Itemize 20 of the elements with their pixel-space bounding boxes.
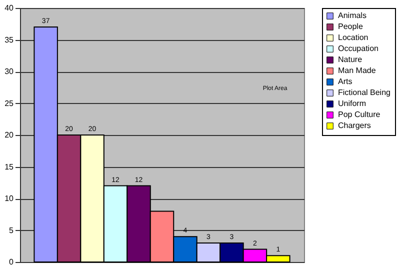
y-tick-label: 15: [4, 162, 14, 172]
y-tick-label: 0: [9, 258, 14, 266]
legend-label: Arts: [338, 77, 352, 86]
legend-label: Man Made: [338, 66, 376, 75]
legend-label: Uniform: [338, 99, 366, 108]
legend-label: Location: [338, 33, 368, 42]
legend-label: Animals: [338, 11, 366, 20]
legend-label: Fictional Being: [338, 88, 390, 97]
legend-label: Occupation: [338, 44, 378, 53]
legend-label: Nature: [338, 55, 363, 64]
y-tick-label: 10: [4, 194, 14, 203]
legend-label: Chargers: [338, 121, 371, 130]
y-tick-label: 30: [4, 67, 14, 76]
y-tick-label: 40: [4, 4, 14, 12]
y-tick-label: 35: [4, 35, 14, 44]
legend-label: Pop Culture: [338, 110, 381, 119]
y-tick-label: 25: [4, 98, 14, 108]
legend-label: People: [338, 22, 364, 31]
y-tick-label: 5: [9, 226, 14, 235]
y-tick-label: 20: [4, 130, 14, 140]
